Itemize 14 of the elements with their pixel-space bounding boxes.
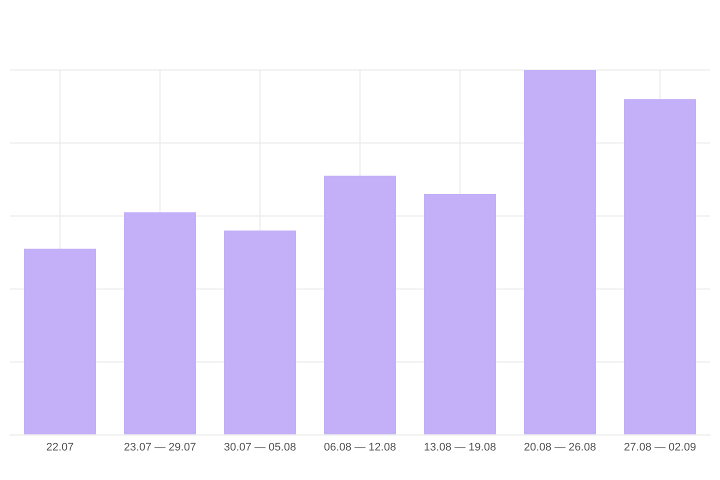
- bar: [224, 230, 296, 434]
- bar: [24, 248, 96, 434]
- x-tick-label: 22.07: [46, 441, 74, 454]
- x-tick-label: 27.08 — 02.09: [624, 441, 696, 454]
- bar: [424, 194, 496, 434]
- x-tick-label: 30.07 — 05.08: [224, 441, 296, 454]
- x-tick-label: 13.08 — 19.08: [424, 441, 496, 454]
- bar: [324, 176, 396, 434]
- x-tick-label: 06.08 — 12.08: [324, 441, 396, 454]
- bar: [524, 70, 596, 434]
- bar: [124, 212, 196, 434]
- bar: [624, 99, 696, 434]
- x-tick-label: 23.07 — 29.07: [124, 441, 196, 454]
- x-tick-label: 20.08 — 26.08: [524, 441, 596, 454]
